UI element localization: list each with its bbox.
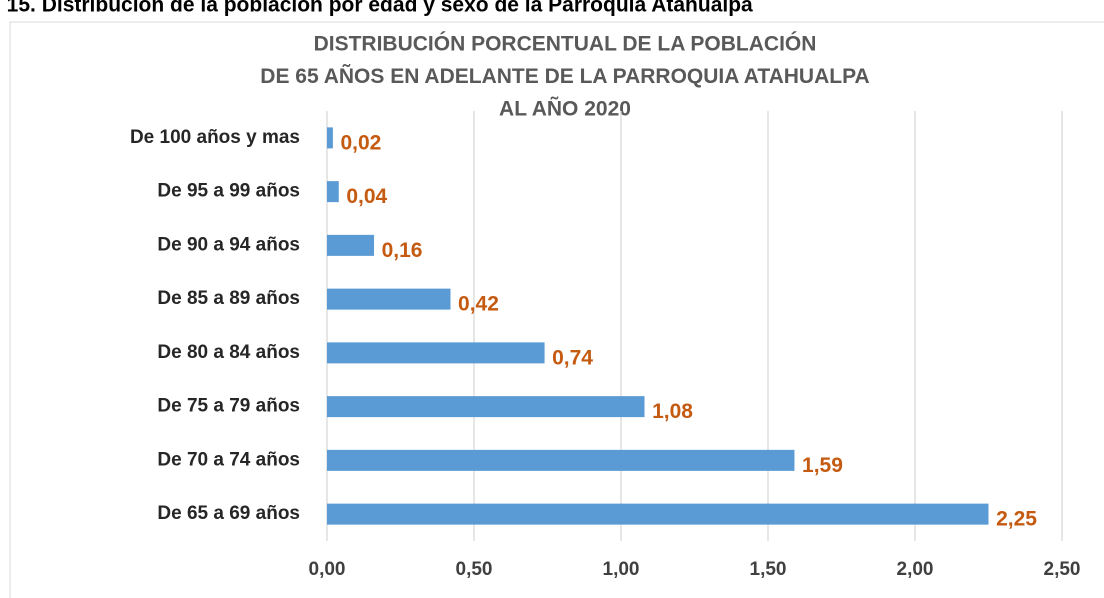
data-label: 1,08 [652, 400, 693, 423]
data-label: 0,04 [346, 185, 387, 208]
y-tick-label: De 90 a 94 años [157, 234, 300, 255]
bar [327, 503, 989, 525]
bar [327, 181, 339, 203]
data-label: 2,25 [996, 508, 1037, 531]
x-tick-label: 2,00 [897, 559, 934, 580]
bar [327, 234, 375, 256]
bar [327, 449, 795, 471]
data-label: 0,42 [458, 293, 499, 316]
chart-border [9, 21, 1104, 598]
bar [327, 127, 333, 149]
y-tick-label: De 85 a 89 años [157, 288, 300, 309]
chart-title: DE 65 AÑOS EN ADELANTE DE LA PARROQUIA A… [260, 65, 869, 88]
y-tick-label: De 75 a 79 años [157, 396, 300, 417]
x-tick-label: 1,00 [603, 559, 640, 580]
data-label: 0,74 [552, 346, 593, 369]
y-tick-label: De 95 a 99 años [157, 181, 300, 202]
y-tick-label: De 100 años y mas [130, 127, 300, 148]
x-tick-label: 0,00 [309, 559, 346, 580]
x-tick-label: 1,50 [750, 559, 787, 580]
chart-title: AL AÑO 2020 [499, 98, 631, 121]
bar [327, 396, 645, 418]
y-tick-label: De 80 a 84 años [157, 342, 300, 363]
y-tick-label: De 65 a 69 años [157, 503, 300, 524]
data-label: 1,59 [802, 454, 843, 477]
caption: o 15. Distribución de la población por e… [0, 0, 753, 17]
bar [327, 342, 545, 364]
data-label: 0,02 [340, 131, 381, 154]
x-tick-label: 2,50 [1044, 559, 1081, 580]
chart-title: DISTRIBUCIÓN PORCENTUAL DE LA POBLACIÓN [314, 32, 817, 56]
y-tick-label: De 70 a 74 años [157, 449, 300, 470]
x-tick-label: 0,50 [456, 559, 493, 580]
data-label: 0,16 [382, 239, 423, 262]
bar [327, 288, 451, 310]
